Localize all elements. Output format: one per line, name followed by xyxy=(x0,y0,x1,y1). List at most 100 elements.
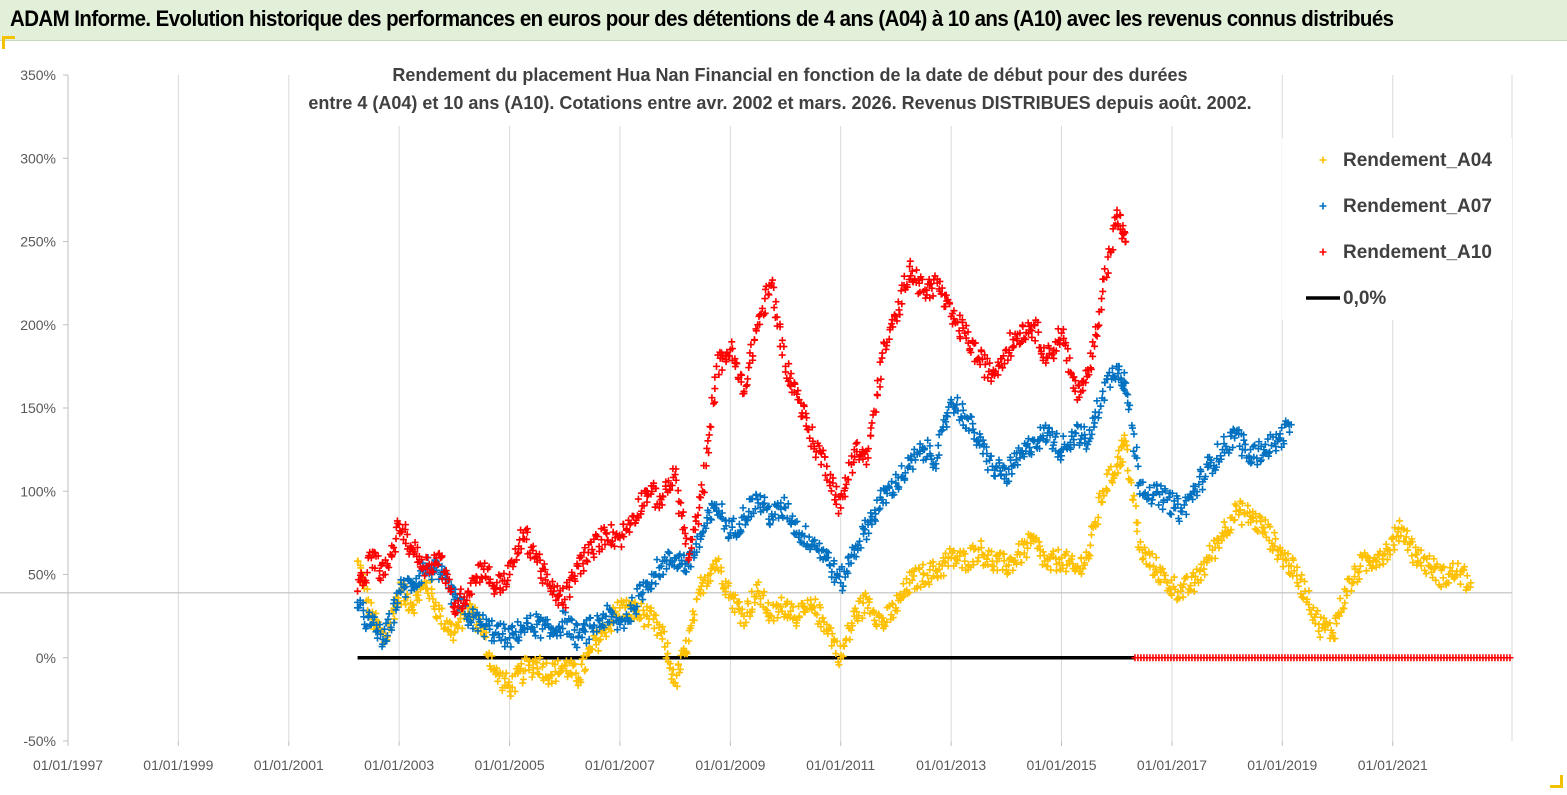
data-point-interp xyxy=(979,436,987,444)
data-point-interp xyxy=(593,628,601,636)
data-point-interp xyxy=(889,614,897,622)
data-point-interp xyxy=(490,637,498,645)
data-point xyxy=(740,512,748,520)
data-point-interp xyxy=(1084,440,1092,448)
data-point-interp xyxy=(879,614,887,622)
data-point-interp xyxy=(1289,556,1297,564)
data-point-interp xyxy=(1170,497,1178,505)
data-point-interp xyxy=(977,347,985,355)
data-point-interp xyxy=(1064,345,1072,353)
data-point-interp xyxy=(718,580,726,588)
data-point-interp xyxy=(919,561,927,569)
data-point-interp xyxy=(486,575,494,583)
data-point-interp xyxy=(690,616,698,624)
data-point-interp xyxy=(674,487,682,495)
data-point-interp xyxy=(754,578,762,586)
data-point xyxy=(1287,421,1295,429)
zero-marker xyxy=(1506,654,1514,662)
data-point-interp xyxy=(907,272,915,280)
data-point-interp xyxy=(429,595,437,603)
data-point-interp xyxy=(876,358,884,366)
data-point-interp xyxy=(674,661,682,669)
data-point-interp xyxy=(710,400,718,408)
data-point xyxy=(1287,562,1295,570)
x-tick-label: 01/01/2009 xyxy=(695,757,765,773)
data-point-interp xyxy=(832,500,840,508)
data-point-interp xyxy=(888,316,896,324)
data-point-interp xyxy=(703,444,711,452)
data-point-interp xyxy=(377,630,385,638)
data-point-interp xyxy=(403,530,411,538)
data-point-interp xyxy=(552,677,560,685)
y-tick-label: 300% xyxy=(20,150,56,166)
data-point-interp xyxy=(1103,486,1111,494)
data-point-interp xyxy=(946,545,954,553)
data-point-interp xyxy=(597,536,605,544)
data-point-interp xyxy=(1220,433,1228,441)
data-point-interp xyxy=(769,516,777,524)
data-point-interp xyxy=(1437,583,1445,591)
data-point-interp xyxy=(1459,566,1467,574)
data-point-interp xyxy=(1253,461,1261,469)
data-point-interp xyxy=(611,542,619,550)
data-point-interp xyxy=(1000,475,1008,483)
data-point-interp xyxy=(517,660,525,668)
data-point xyxy=(1122,238,1130,245)
data-point-interp xyxy=(1057,456,1065,464)
data-point-interp xyxy=(1301,577,1309,585)
data-point-interp xyxy=(603,602,611,610)
data-point-interp xyxy=(1191,483,1199,491)
data-point-interp xyxy=(1054,546,1062,554)
data-point-interp xyxy=(856,537,864,545)
data-point-interp xyxy=(873,622,881,630)
data-point-interp xyxy=(942,291,950,299)
data-point-interp xyxy=(1124,391,1132,399)
chart-title-background xyxy=(316,58,1263,126)
data-point-interp xyxy=(1311,619,1319,627)
data-point-interp xyxy=(688,536,696,544)
chart-svg: 01/01/1997 01/01/1999 01/01/2001 01/01/2003… xyxy=(0,58,1514,773)
data-point-interp xyxy=(777,499,785,507)
data-point-interp xyxy=(967,413,975,421)
data-point-interp xyxy=(385,610,393,618)
data-point-interp xyxy=(793,517,801,525)
data-point-interp xyxy=(1200,565,1208,573)
data-point-interp xyxy=(627,617,635,625)
data-point-interp xyxy=(903,281,911,289)
data-point-interp xyxy=(1247,518,1255,526)
data-point-interp xyxy=(934,441,942,449)
data-point-interp xyxy=(908,267,916,275)
data-point-interp xyxy=(1115,447,1123,455)
data-point-interp xyxy=(872,510,880,518)
data-point-interp xyxy=(1165,584,1173,592)
data-point-interp xyxy=(975,554,983,562)
data-point-interp xyxy=(924,571,932,579)
data-point-interp xyxy=(699,589,707,597)
data-point-interp xyxy=(1116,225,1124,233)
data-point-interp xyxy=(661,643,669,651)
data-point-interp xyxy=(824,553,832,561)
data-point-interp xyxy=(417,579,425,587)
data-point-interp xyxy=(878,349,886,357)
data-point-interp xyxy=(1119,458,1127,466)
data-point-interp xyxy=(910,572,918,580)
data-point-interp xyxy=(937,427,945,435)
data-point xyxy=(1439,574,1447,582)
data-point-interp xyxy=(695,520,703,528)
data-point-interp xyxy=(515,636,523,644)
data-point-interp xyxy=(1120,369,1128,377)
data-point-interp xyxy=(1264,435,1272,443)
data-point-interp xyxy=(1031,322,1039,330)
data-point-interp xyxy=(942,418,950,426)
data-point-interp xyxy=(833,637,841,645)
data-point-interp xyxy=(1023,553,1031,561)
data-point-interp xyxy=(829,474,837,482)
data-point-interp xyxy=(1063,548,1071,556)
data-point-interp xyxy=(704,437,712,445)
data-point-interp xyxy=(1463,572,1471,580)
data-point-interp xyxy=(1231,434,1239,442)
data-point-interp xyxy=(1275,434,1283,442)
data-point-interp xyxy=(1391,524,1399,532)
data-point-interp xyxy=(1251,441,1259,449)
data-point-interp xyxy=(513,550,521,558)
